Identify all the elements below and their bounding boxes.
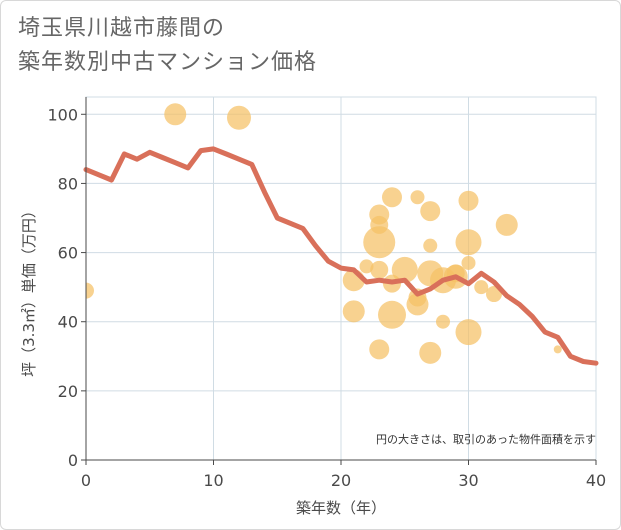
x-tick-label: 0 — [81, 471, 91, 490]
bubble-point — [359, 259, 374, 274]
y-tick-label: 0 — [68, 451, 78, 470]
average-price-line — [83, 146, 599, 366]
title-line-2: 築年数別中古マンション価格 — [18, 50, 318, 75]
bubble-point — [423, 238, 438, 253]
bubble-point — [455, 229, 482, 256]
bubble-point — [86, 282, 94, 299]
bubble-point — [436, 314, 450, 329]
x-axis-title: 築年数（年） — [296, 499, 386, 517]
y-axis-title: 坪（3.3㎡）単価（万円） — [20, 203, 38, 377]
bubble-point — [342, 300, 365, 323]
bubble-point — [391, 256, 418, 283]
bubble-point — [455, 319, 482, 346]
bubble-point — [378, 300, 406, 329]
y-tick-label: 100 — [47, 105, 78, 124]
y-tick-label: 80 — [58, 174, 78, 193]
bubble-point — [419, 341, 442, 364]
bubble-point — [495, 213, 518, 236]
axes: 0 10 20 30 40 0 20 40 60 80 100 — [47, 97, 606, 490]
bubble-point — [369, 339, 390, 360]
x-tick-label: 20 — [331, 471, 351, 490]
bubble-point — [164, 103, 187, 126]
grid-lines — [85, 96, 597, 461]
bubble-point — [363, 226, 396, 259]
x-tick-label: 40 — [586, 471, 606, 490]
x-tick-label: 10 — [203, 471, 223, 490]
bubbles — [86, 103, 562, 364]
size-note: 円の大きさは、取引のあった物件面積を示す — [376, 432, 596, 446]
bubble-point — [474, 280, 489, 295]
bubble-point — [406, 293, 429, 316]
bubble-point — [461, 255, 476, 270]
bubble-point — [370, 260, 389, 279]
bubble-point — [410, 190, 425, 205]
y-tick-label: 40 — [58, 313, 78, 332]
title-line-1: 埼玉県川越市藤間の — [18, 16, 226, 41]
bubble-point — [553, 345, 562, 354]
y-tick-label: 20 — [58, 382, 78, 401]
x-tick-label: 30 — [458, 471, 478, 490]
average-line-layer — [83, 146, 599, 366]
bubble-point — [486, 286, 502, 303]
chart-title: 埼玉県川越市藤間の 築年数別中古マンション価格 — [18, 12, 317, 80]
bubble-point — [458, 190, 479, 211]
bubble-point — [382, 187, 402, 208]
bubble-point — [420, 201, 441, 222]
y-tick-label: 60 — [58, 244, 78, 263]
bubble-point — [227, 105, 251, 130]
